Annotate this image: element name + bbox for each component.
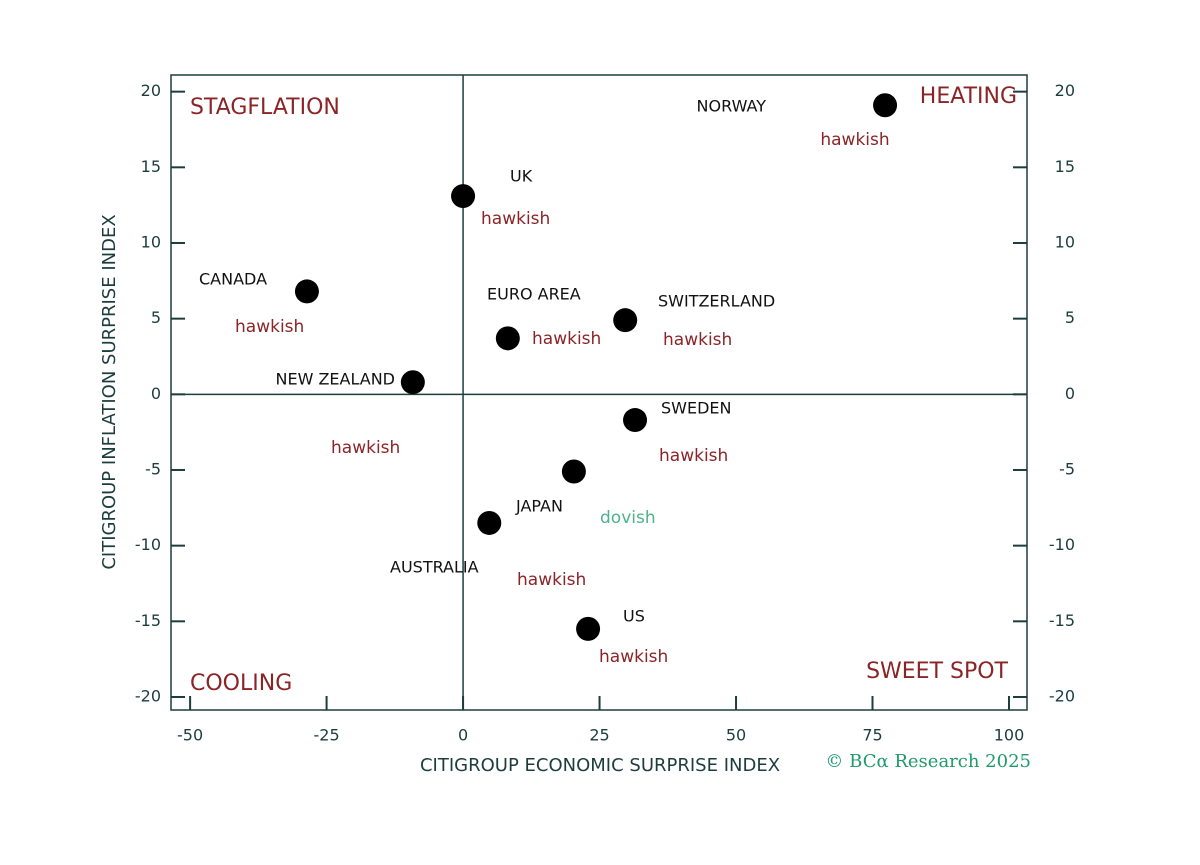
- x-tick-label: 0: [458, 726, 468, 745]
- point-label: SWEDEN: [661, 399, 731, 418]
- y-tick-label-right: 15: [1055, 157, 1075, 176]
- point: [613, 308, 638, 333]
- y-tick-label: 15: [141, 157, 161, 176]
- y-tick-label: 20: [141, 81, 161, 100]
- y-tick-label-right: 10: [1055, 232, 1075, 251]
- x-tick-label: 75: [862, 726, 882, 745]
- y-tick-label: -10: [135, 535, 161, 554]
- point: [561, 459, 586, 484]
- stance-label: hawkish: [663, 330, 732, 350]
- quadrant-label: COOLING: [190, 671, 292, 696]
- plot-frame: [170, 74, 1028, 711]
- x-axis-label: CITIGROUP ECONOMIC SURPRISE INDEX: [420, 755, 780, 776]
- x-tick-label: 100: [994, 726, 1025, 745]
- quadrant-label: SWEET SPOT: [866, 659, 1008, 684]
- stance-label: hawkish: [659, 446, 728, 466]
- stance-label: hawkish: [331, 438, 400, 458]
- stance-label: hawkish: [820, 130, 889, 150]
- point: [477, 510, 502, 535]
- point: [294, 279, 319, 304]
- point-label: CANADA: [199, 270, 267, 289]
- point-label: AUSTRALIA: [390, 558, 479, 577]
- stance-label: hawkish: [517, 570, 586, 590]
- y-tick-label-right: -20: [1049, 686, 1075, 705]
- y-tick-label-right: 5: [1065, 308, 1075, 327]
- x-tick-label: -25: [314, 726, 340, 745]
- y-tick-label: -15: [135, 611, 161, 630]
- y-tick-label-right: 20: [1055, 81, 1075, 100]
- x-tick-label: 50: [726, 726, 746, 745]
- point-label: SWITZERLAND: [658, 292, 775, 311]
- point: [576, 616, 601, 641]
- stance-label: hawkish: [599, 647, 668, 667]
- quadrant-label: HEATING: [920, 84, 1017, 109]
- point: [400, 370, 425, 395]
- y-tick-label-right: -15: [1049, 611, 1075, 630]
- x-tick-label: -50: [177, 726, 203, 745]
- point: [451, 184, 476, 209]
- y-tick-label: 0: [151, 384, 161, 403]
- point-label: EURO AREA: [487, 285, 581, 304]
- y-tick-label-right: 0: [1065, 384, 1075, 403]
- y-tick-label: -5: [145, 459, 161, 478]
- y-axis-label: CITIGROUP INFLATION SURPRISE INDEX: [99, 214, 120, 569]
- y-tick-label-right: -10: [1049, 535, 1075, 554]
- point: [623, 408, 648, 433]
- stance-label: hawkish: [532, 329, 601, 349]
- point-label: NORWAY: [697, 97, 767, 116]
- stance-label: hawkish: [235, 317, 304, 337]
- point-label: JAPAN: [515, 497, 563, 516]
- y-tick-label: -20: [135, 686, 161, 705]
- y-tick-label: 5: [151, 308, 161, 327]
- stance-label: dovish: [600, 508, 656, 528]
- point: [495, 326, 520, 351]
- source: © BCα Research 2025: [825, 751, 1031, 772]
- point-label: UK: [510, 167, 533, 186]
- point-label: NEW ZEALAND: [275, 370, 395, 389]
- x-tick-label: 25: [589, 726, 609, 745]
- stance-label: hawkish: [481, 209, 550, 229]
- y-tick-label-right: -5: [1059, 459, 1075, 478]
- y-tick-label: 10: [141, 232, 161, 251]
- quadrant-label: STAGFLATION: [190, 95, 340, 120]
- point-label: US: [623, 607, 645, 626]
- point: [873, 93, 898, 118]
